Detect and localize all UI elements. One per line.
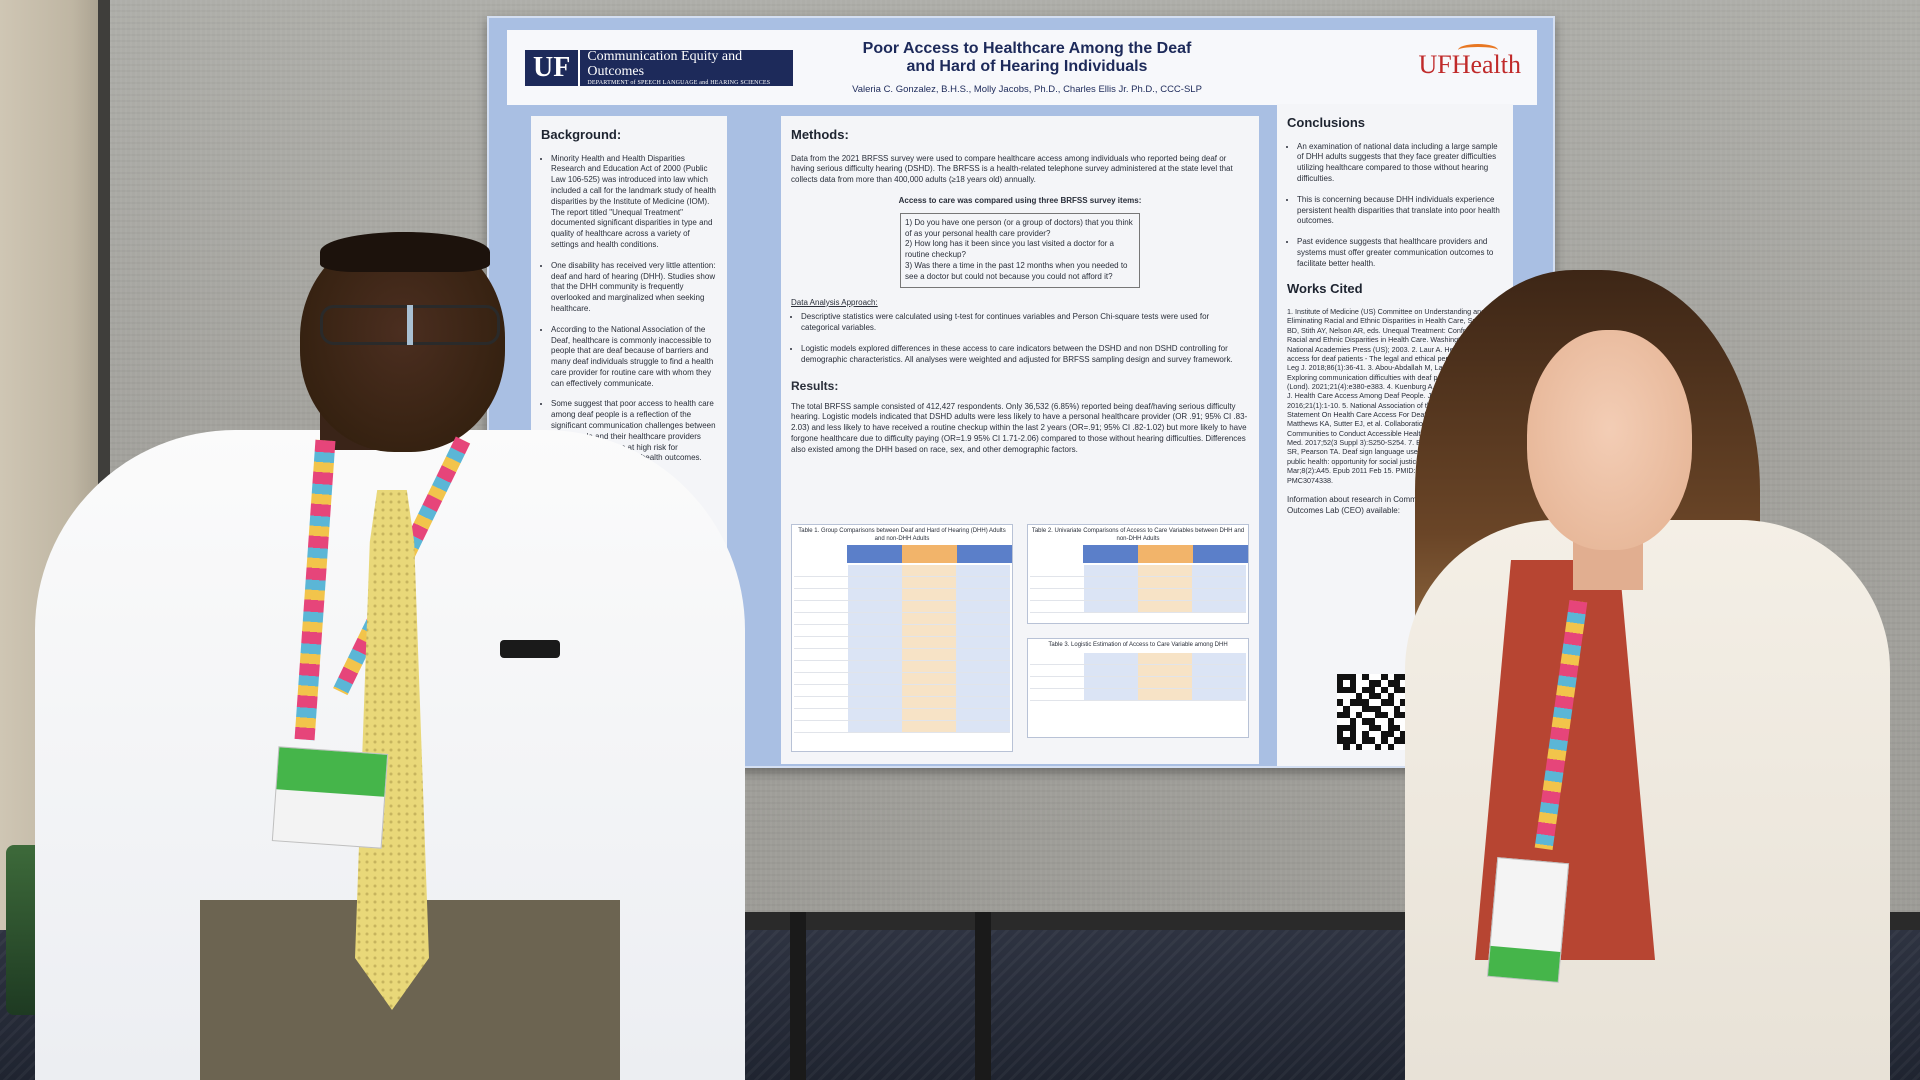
methods-intro: Data from the 2021 BRFSS survey were use… xyxy=(791,153,1233,185)
table-2-caption: Table 2. Univariate Comparisons of Acces… xyxy=(1031,528,1245,543)
results-heading: Results: xyxy=(791,378,839,393)
table-1-caption: Table 1. Group Comparisons between Deaf … xyxy=(798,528,1006,543)
table-row xyxy=(794,685,1010,698)
logo-subtitle: DEPARTMENT of SPEECH LANGUAGE and HEARIN… xyxy=(587,79,771,86)
logo-title: Communication Equity and Outcomes xyxy=(587,49,743,79)
table-row xyxy=(794,649,1010,662)
table-3: Table 3. Logistic Estimation of Access t… xyxy=(1027,638,1249,738)
woman-white-blazer xyxy=(1405,520,1890,1080)
name-badge xyxy=(1486,857,1570,983)
man-hair xyxy=(320,232,490,272)
table-row xyxy=(794,709,1010,722)
methods-heading: Methods: xyxy=(791,127,849,142)
analysis-heading: Data Analysis Approach: xyxy=(791,297,878,307)
uf-mark: UF xyxy=(525,50,581,86)
poster-authors: Valeria C. Gonzalez, B.H.S., Molly Jacob… xyxy=(852,84,1202,95)
table-row xyxy=(794,565,1010,578)
poster-header: UF Communication Equity and Outcomes DEP… xyxy=(507,30,1537,105)
background-bullet: One disability has received very little … xyxy=(551,261,717,315)
ufhealth-logo: UFHealth xyxy=(1418,44,1521,80)
table-row xyxy=(794,601,1010,614)
background-heading: Background: xyxy=(541,127,622,142)
qr-code-icon[interactable] xyxy=(1337,674,1413,750)
table-row xyxy=(794,673,1010,686)
conclusion-bullet: An examination of national data includin… xyxy=(1297,142,1503,185)
survey-item: 3) Was there a time in the past 12 month… xyxy=(905,260,1128,281)
survey-item: 1) Do you have one person (or a group of… xyxy=(905,217,1133,238)
table-row xyxy=(794,625,1010,638)
lab-info: Information about research in Communicat… xyxy=(1287,494,1489,515)
conclusion-bullet: Past evidence suggests that healthcare p… xyxy=(1297,237,1503,269)
table-row xyxy=(794,721,1010,734)
glasses-icon xyxy=(320,305,500,345)
stand-leg xyxy=(975,912,991,1080)
table-row xyxy=(794,589,1010,602)
table-row xyxy=(794,661,1010,674)
name-badge xyxy=(271,746,389,849)
poster-title: Poor Access to Healthcare Among the Deaf… xyxy=(847,40,1207,77)
title-line-1: Poor Access to Healthcare Among the Deaf xyxy=(862,40,1192,57)
access-heading: Access to care was compared using three … xyxy=(898,195,1142,205)
woman-face xyxy=(1527,330,1692,550)
table-row xyxy=(1030,589,1246,602)
table-2: Table 2. Univariate Comparisons of Acces… xyxy=(1027,524,1249,624)
table-row xyxy=(1030,565,1246,578)
methods-section: Methods: Data from the 2021 BRFSS survey… xyxy=(781,116,1259,764)
table-row xyxy=(1030,665,1246,678)
table-row xyxy=(794,697,1010,710)
conclusion-bullet: This is concerning because DHH individua… xyxy=(1297,195,1503,227)
table-3-caption: Table 3. Logistic Estimation of Access t… xyxy=(1048,642,1228,648)
table-row xyxy=(794,637,1010,650)
works-cited-heading: Works Cited xyxy=(1287,280,1363,296)
results-text: The total BRFSS sample consisted of 412,… xyxy=(791,401,1248,454)
background-bullet: Minority Health and Health Disparities R… xyxy=(551,154,717,251)
pocket-pen xyxy=(500,640,560,658)
survey-item: 2) How long has it been since you last v… xyxy=(905,239,1114,260)
table-1: Table 1. Group Comparisons between Deaf … xyxy=(791,524,1013,752)
background-bullet: According to the National Association of… xyxy=(551,325,717,390)
table-row xyxy=(1030,677,1246,690)
conclusions-heading: Conclusions xyxy=(1287,115,1366,130)
title-line-2: and Hard of Hearing Individuals xyxy=(906,58,1148,76)
analysis-bullet: Logistic models explored differences in … xyxy=(801,344,1249,366)
table-row xyxy=(1030,689,1246,702)
table-row xyxy=(1030,601,1246,614)
stand-leg xyxy=(790,912,806,1080)
analysis-bullet: Descriptive statistics were calculated u… xyxy=(801,312,1249,334)
works-cited-text: 1. Institute of Medicine (US) Committee … xyxy=(1287,307,1503,485)
uf-ceo-logo: UF Communication Equity and Outcomes DEP… xyxy=(525,49,793,86)
survey-items-box: 1) Do you have one person (or a group of… xyxy=(900,212,1140,288)
table-row xyxy=(1030,577,1246,590)
table-row xyxy=(794,613,1010,626)
table-row xyxy=(794,577,1010,590)
table-row xyxy=(1030,653,1246,666)
